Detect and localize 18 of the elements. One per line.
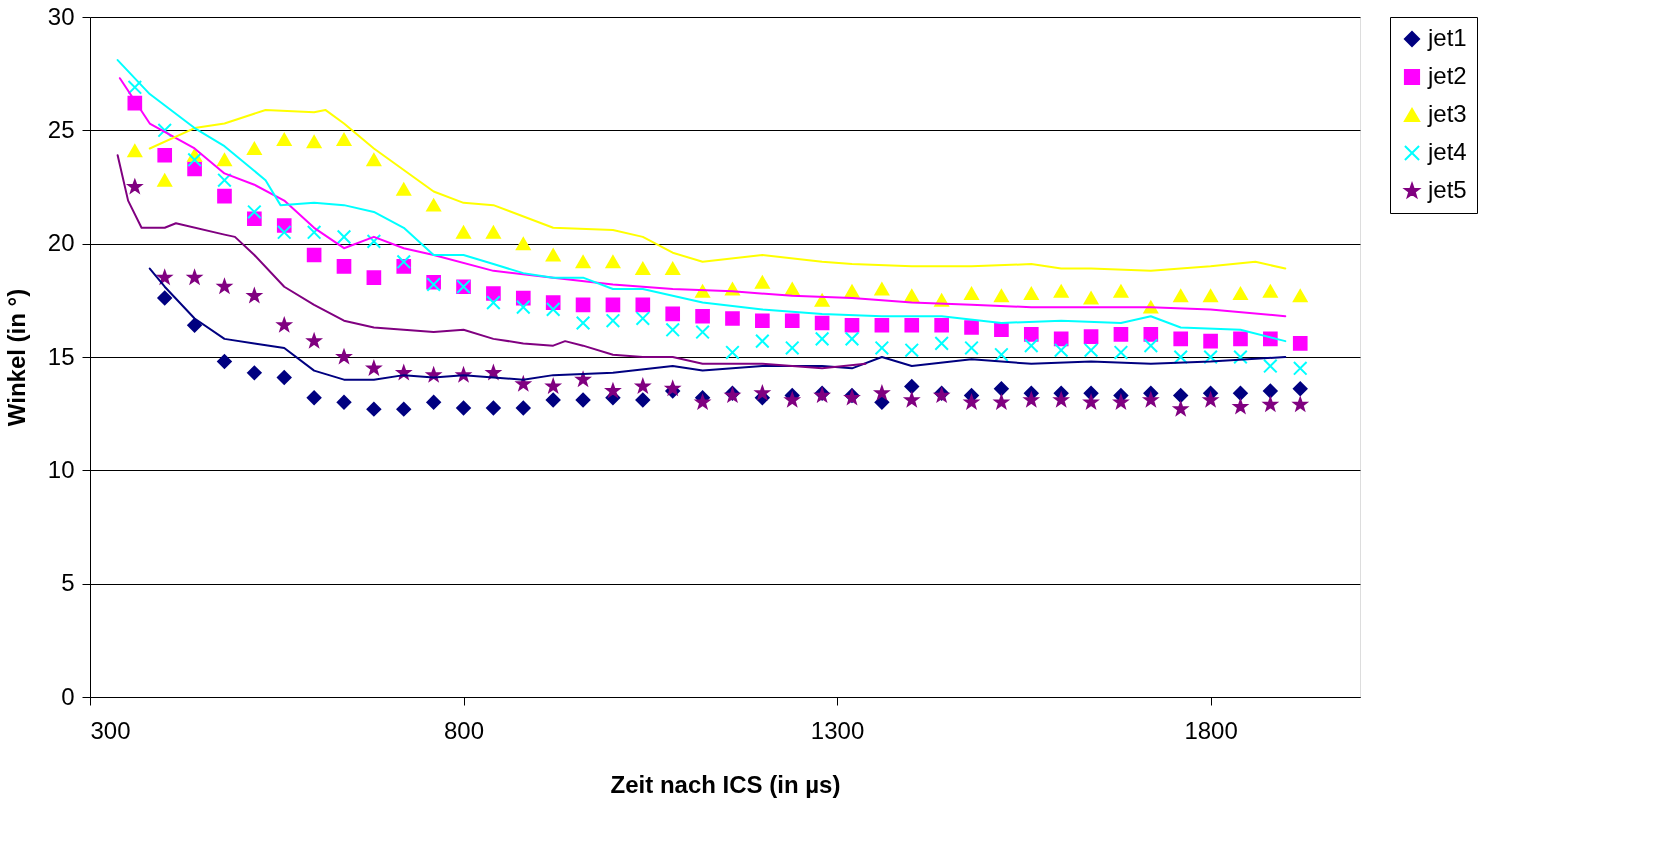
legend-label: jet5 [1427, 176, 1467, 203]
x-axis-title: Zeit nach ICS (in µs) [610, 770, 841, 798]
y-tick-label: 5 [61, 569, 75, 597]
y-tick-label: 25 [47, 115, 75, 143]
legend-label: jet1 [1427, 24, 1467, 51]
x-tick-label: 800 [444, 716, 485, 744]
y-tick-label: 20 [47, 229, 75, 257]
legend-label: jet2 [1427, 62, 1467, 89]
y-tick-label: 15 [47, 342, 75, 370]
y-tick-label: 0 [61, 682, 75, 710]
legend-label: jet3 [1427, 100, 1467, 127]
y-tick-label: 10 [47, 455, 75, 483]
x-tick-label: 1300 [810, 716, 865, 744]
legend-label: jet4 [1427, 138, 1467, 165]
x-tick-label: 300 [90, 716, 131, 744]
y-axis-title: Winkel (in °) [2, 288, 30, 427]
x-tick-label: 1800 [1184, 716, 1238, 744]
y-tick-label: 30 [47, 2, 75, 30]
